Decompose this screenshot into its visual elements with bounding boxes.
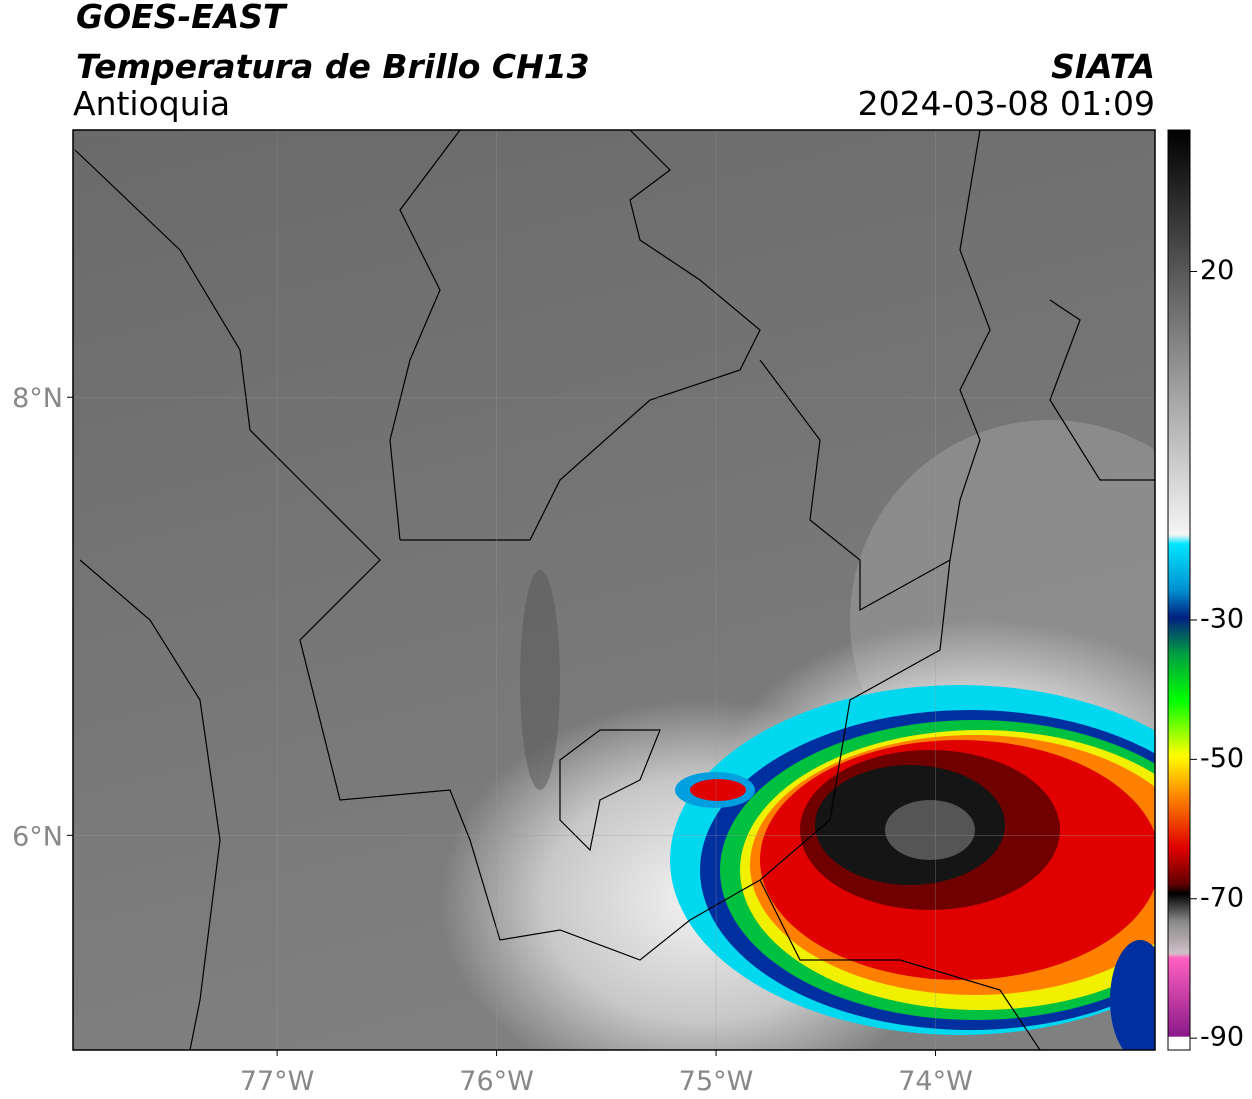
satellite-image [73, 130, 1155, 1050]
boundaries [74, 130, 1155, 1050]
x-tick-label: 76°W [459, 1066, 534, 1097]
colorbar-tick-label: -30 [1200, 603, 1244, 634]
storm [670, 685, 1155, 1050]
colorbar [1167, 129, 1191, 1051]
datetime: 2024-03-08 01:09 [858, 84, 1155, 123]
colorbar-tick-label: 20 [1200, 255, 1234, 286]
x-tick-label: 75°W [679, 1066, 754, 1097]
title: GOES-EAST [76, 0, 288, 36]
x-tick-label: 74°W [898, 1066, 973, 1097]
graticule [73, 130, 1155, 1050]
x-tick-label: 77°W [240, 1066, 315, 1097]
colorbar-tick-label: -70 [1200, 882, 1244, 913]
map-frame [72, 129, 1156, 1051]
colorbar-tick-label: -90 [1200, 1022, 1244, 1053]
y-tick-label: 6°N [12, 821, 63, 852]
region: Antioquia [73, 84, 230, 123]
source: SIATA [1051, 47, 1155, 86]
colorbar-tick-label: -50 [1200, 743, 1244, 774]
y-tick-label: 8°N [12, 383, 63, 414]
subtitle: Temperatura de Brillo CH13 [76, 47, 590, 86]
